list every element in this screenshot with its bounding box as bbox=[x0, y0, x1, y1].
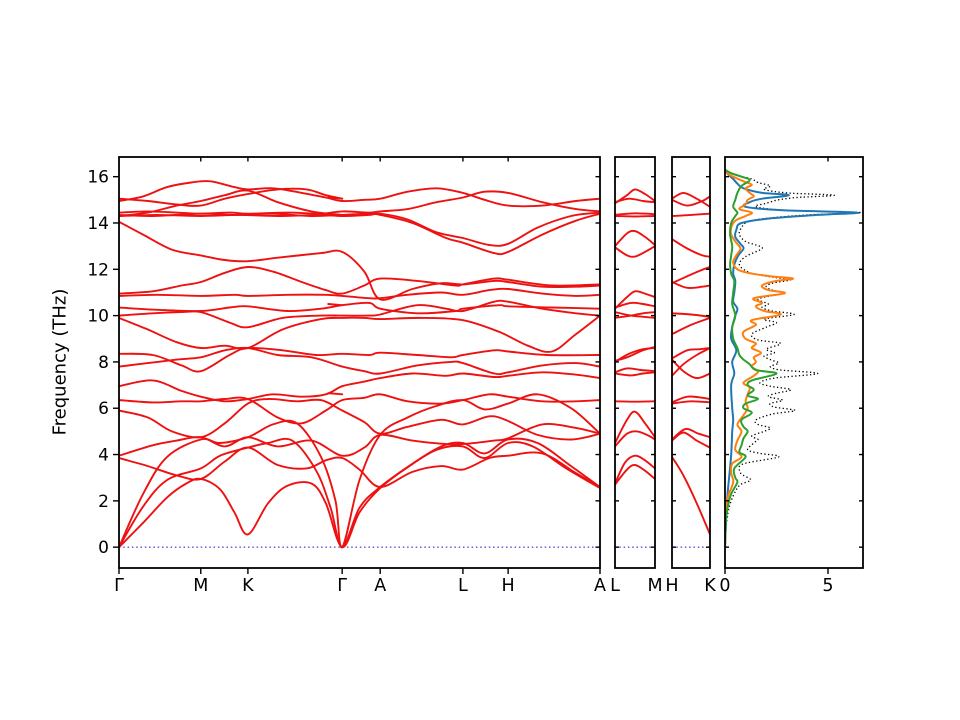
phonon-band bbox=[615, 197, 655, 204]
y-tick-label: 12 bbox=[87, 260, 109, 280]
phonon-band bbox=[615, 212, 655, 216]
phonon-band bbox=[615, 311, 655, 319]
phonon-band bbox=[119, 220, 600, 301]
kpoint-label: A bbox=[594, 576, 606, 596]
phonon-band bbox=[119, 393, 600, 425]
kpoint-label: H bbox=[502, 576, 515, 596]
y-tick-label: 2 bbox=[98, 492, 109, 512]
phonon-band bbox=[672, 312, 710, 318]
phonon-band bbox=[615, 301, 655, 309]
panel-frame bbox=[671, 156, 711, 569]
pdos-blue-curve bbox=[725, 170, 859, 548]
phonon-band bbox=[615, 188, 655, 205]
phonon-band bbox=[119, 189, 344, 217]
phonon-band bbox=[615, 346, 655, 362]
phonon-band bbox=[119, 346, 600, 373]
kpoint-label: M bbox=[193, 576, 208, 596]
phonon-band bbox=[327, 392, 344, 396]
phonon-band bbox=[119, 187, 344, 207]
y-tick-label: 0 bbox=[98, 538, 109, 558]
phonon-band bbox=[615, 430, 655, 448]
phonon-band bbox=[672, 395, 710, 404]
y-tick-label: 6 bbox=[98, 399, 109, 419]
panel-frame bbox=[724, 156, 864, 569]
kpoint-label: Γ bbox=[114, 576, 124, 596]
phonon-band bbox=[119, 299, 600, 329]
y-tick-label: 16 bbox=[87, 168, 109, 188]
bands-main-panel: 0 2 4 6 8 10 12 14 16 Γ M K Γ A L H A bbox=[87, 156, 606, 596]
phonon-band bbox=[615, 454, 655, 485]
phonon-band bbox=[119, 190, 600, 215]
phonon-band bbox=[119, 398, 600, 441]
phonon-band bbox=[672, 195, 710, 207]
kpoint-label: Γ bbox=[337, 576, 347, 596]
y-tick-label: 4 bbox=[98, 446, 109, 466]
kpoint-label: H bbox=[665, 576, 678, 596]
pdos-orange-curve bbox=[725, 171, 795, 548]
pdos-green-curve bbox=[725, 168, 778, 548]
kpoint-label: L bbox=[458, 576, 468, 596]
phonon-band bbox=[672, 238, 710, 258]
kpoint-label: L bbox=[610, 576, 620, 596]
phonon-band bbox=[672, 266, 710, 285]
phonon-band bbox=[119, 287, 600, 300]
phonon-band bbox=[119, 314, 600, 353]
kpoint-label: M bbox=[647, 576, 662, 596]
phonon-band bbox=[672, 347, 710, 360]
phonon-band bbox=[615, 229, 655, 247]
kpoint-label: A bbox=[374, 576, 386, 596]
phonon-band bbox=[119, 346, 600, 376]
phonon-band bbox=[119, 211, 600, 247]
y-tick-label: 8 bbox=[98, 353, 109, 373]
phonon-band bbox=[119, 437, 600, 549]
panel-frame bbox=[614, 156, 656, 569]
kpoint-label: K bbox=[704, 576, 716, 596]
phonon-band bbox=[119, 371, 600, 403]
phonon-band bbox=[615, 464, 655, 486]
phonon-band bbox=[672, 317, 710, 335]
y-tick-label: 14 bbox=[87, 214, 109, 234]
phonon-band bbox=[615, 290, 655, 310]
phonon-band bbox=[119, 266, 600, 295]
phonon-band bbox=[119, 212, 600, 256]
dos-x-tick-label: 0 bbox=[719, 576, 730, 596]
phonon-band bbox=[672, 428, 710, 441]
phonon-band bbox=[615, 367, 655, 374]
phonon-band bbox=[672, 212, 710, 217]
phonon-band bbox=[119, 301, 600, 315]
phonon-band bbox=[672, 456, 710, 536]
phonon-band bbox=[672, 358, 710, 380]
phonon-band bbox=[119, 180, 600, 208]
phonon-band bbox=[672, 400, 710, 405]
phonon-band bbox=[615, 311, 655, 319]
y-tick-label: 10 bbox=[87, 307, 109, 327]
phonon-band bbox=[615, 215, 655, 218]
phonon-band bbox=[615, 410, 655, 444]
phonon-band bbox=[615, 371, 655, 377]
phonon-band bbox=[672, 281, 710, 289]
dos-x-tick-label: 5 bbox=[822, 576, 833, 596]
phonon-band bbox=[327, 303, 344, 307]
phonon-band bbox=[672, 347, 710, 377]
phonon-band bbox=[615, 245, 655, 258]
phonon-band bbox=[119, 441, 600, 549]
phonon-band bbox=[119, 446, 600, 488]
kpoint-label: K bbox=[242, 576, 254, 596]
total-dos-curve bbox=[725, 169, 862, 548]
phonon-band bbox=[672, 191, 710, 208]
phonon-band bbox=[327, 196, 344, 200]
